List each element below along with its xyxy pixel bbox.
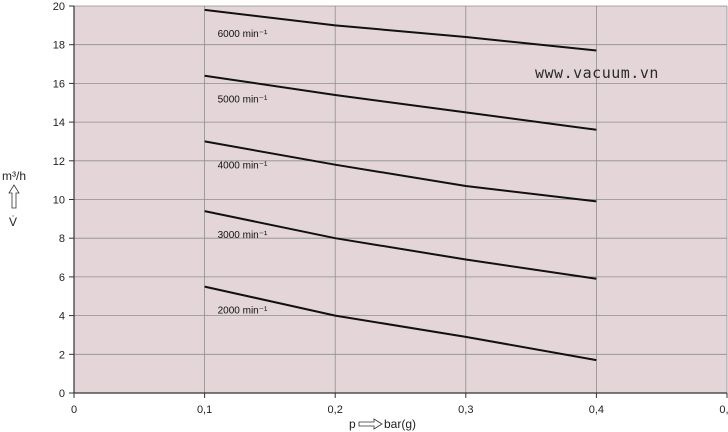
series-label-0: 6000 min⁻¹ [218, 29, 268, 40]
y-tick-label: 8 [59, 233, 65, 245]
y-tick-labels: 0 2 4 6 8 10 12 14 16 18 20 [53, 1, 65, 400]
y-tick-label: 18 [53, 40, 65, 52]
series-labels: 6000 min⁻¹ 5000 min⁻¹ 4000 min⁻¹ 3000 min⁻¹… [218, 29, 268, 317]
series-line-1 [204, 74, 597, 131]
y-tick-label: 12 [53, 156, 65, 168]
x-tick-labels: 0 0,1 0,2 0,3 0,4 0,5 [71, 404, 728, 416]
y-tick-label: 16 [53, 78, 65, 90]
x-axis-arrow-icon [358, 418, 383, 430]
watermark-text: www.vacuum.vn [535, 64, 659, 82]
series-line-4 [204, 285, 597, 362]
x-tick-label: 0,3 [458, 404, 473, 416]
y-tick-label: 0 [59, 388, 65, 400]
series-line-0 [204, 8, 597, 52]
axes [69, 5, 728, 398]
series-label-4: 2000 min⁻¹ [218, 306, 268, 317]
y-tick-label: 6 [59, 272, 65, 284]
series-label-3: 3000 min⁻¹ [218, 230, 268, 241]
y-axis-unit: m³/h [2, 169, 26, 183]
y-axis-arrow-icon [8, 184, 20, 209]
x-axis-symbol: p [349, 417, 356, 431]
x-tick-label: 0,1 [197, 404, 212, 416]
x-axis-unit: bar(g) [384, 417, 416, 431]
grid-lines [73, 5, 728, 394]
y-tick-label: 4 [59, 311, 65, 323]
y-axis-symbol: V̇ [9, 215, 17, 229]
series-line-2 [204, 140, 597, 203]
y-tick-label: 20 [53, 1, 65, 13]
x-tick-label: 0,4 [589, 404, 604, 416]
series-label-2: 4000 min⁻¹ [218, 160, 268, 171]
series-lines [204, 8, 597, 362]
y-tick-label: 14 [53, 117, 65, 129]
y-tick-label: 2 [59, 349, 65, 361]
x-tick-label: 0,2 [328, 404, 343, 416]
series-line-3 [204, 210, 597, 280]
y-tick-label: 10 [53, 195, 65, 207]
series-label-1: 5000 min⁻¹ [218, 95, 268, 106]
x-tick-label: 0,5 [719, 404, 728, 416]
x-tick-label: 0 [71, 404, 77, 416]
